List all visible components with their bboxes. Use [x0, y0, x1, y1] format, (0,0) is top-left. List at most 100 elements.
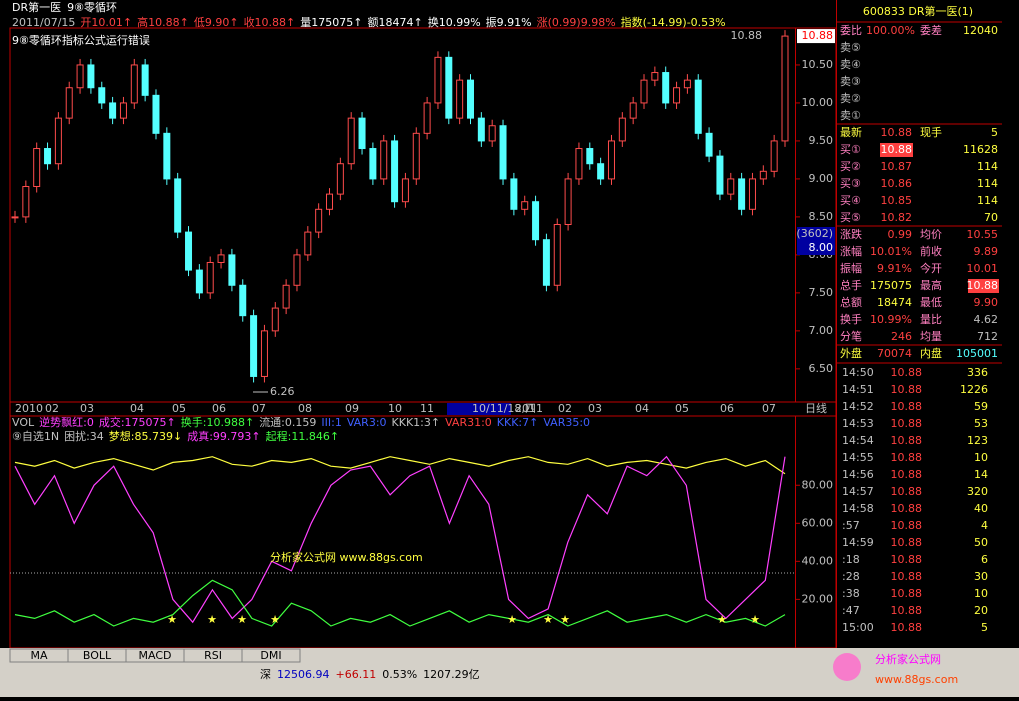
y-tick-label: 8.50	[809, 210, 834, 223]
tick-time: 15:00	[842, 621, 874, 634]
tick-volume: 336	[967, 366, 988, 379]
header-field: 振9.91%	[486, 15, 532, 29]
logo-url: www.88gs.com	[875, 673, 958, 686]
candle	[391, 140, 399, 203]
candle	[542, 239, 550, 286]
legend-field: 起程:11.846↑	[266, 430, 339, 443]
sell-label: 卖④	[840, 58, 861, 71]
candle	[195, 269, 203, 294]
y-tick-label: 10.00	[802, 96, 834, 109]
candle	[250, 315, 258, 377]
candle	[76, 64, 84, 89]
price-tag	[797, 29, 835, 44]
tab-label: MA	[30, 649, 47, 662]
candle	[54, 117, 62, 165]
tick-price: 10.88	[891, 536, 923, 549]
candle	[748, 178, 756, 210]
candle	[705, 132, 713, 157]
tick-time: :57	[842, 519, 860, 532]
buy-volume: 114	[977, 177, 998, 190]
buy-price: 10.87	[881, 160, 913, 173]
stat-value: 0.99	[888, 228, 913, 241]
y-tick-label: 20.00	[802, 592, 834, 605]
date-label: 2011	[515, 402, 543, 415]
tick-time: :28	[842, 570, 860, 583]
signal-star: ★	[270, 613, 280, 626]
candle	[174, 178, 182, 233]
header-field: 高10.88↑	[137, 15, 189, 29]
tick-time: 14:57	[842, 485, 874, 498]
candle	[738, 178, 746, 210]
stat-label: 涨跌	[840, 227, 862, 241]
candle	[640, 79, 648, 104]
tick-time: 14:52	[842, 400, 874, 413]
candle	[293, 254, 301, 286]
quote-value: 105001	[956, 347, 998, 360]
buy-volume: 11628	[963, 143, 998, 156]
axis-border	[795, 28, 796, 648]
indicator-line	[14, 455, 786, 624]
candle	[152, 94, 160, 134]
tick-volume: 320	[967, 485, 988, 498]
error-text: 9⑧零循环指标公式运行错误	[12, 33, 150, 47]
candle	[119, 102, 127, 119]
highlight	[968, 279, 999, 293]
vol-field: VOL	[12, 416, 35, 429]
quote-title: 600833 DR第一医(1)	[863, 4, 973, 18]
tick-price: 10.88	[891, 604, 923, 617]
tick-price: 10.88	[891, 434, 923, 447]
buy-label: 买②	[840, 160, 861, 173]
period-label: 日线	[805, 401, 827, 415]
date-label: 07	[762, 402, 776, 415]
date-label: 02	[45, 402, 59, 415]
tick-time: 14:59	[842, 536, 874, 549]
tick-volume: 59	[974, 400, 988, 413]
stat-value: 4.62	[974, 313, 999, 326]
vol-field: 换手:10.988↑	[181, 415, 254, 429]
header-field: 换10.99%	[428, 15, 481, 29]
tick-price: 10.88	[891, 451, 923, 464]
vol-field: VAR3:0	[347, 416, 387, 429]
quote-label: 内盘	[920, 346, 942, 360]
tick-volume: 4	[981, 519, 988, 532]
quote-title-bg	[837, 0, 1002, 22]
y-tick-label: 60.00	[802, 516, 834, 529]
candle	[618, 117, 626, 142]
indicator-line	[14, 456, 786, 475]
tick-price: 10.88	[891, 587, 923, 600]
status-field: 0.53%	[382, 668, 417, 681]
candle	[260, 330, 268, 377]
candle	[694, 79, 702, 134]
tick-price: 10.88	[891, 400, 923, 413]
vol-field: 流通:0.159	[259, 415, 316, 429]
candle	[445, 56, 453, 119]
tick-volume: 50	[974, 536, 988, 549]
header-field: 低9.90↑	[194, 16, 239, 29]
tick-volume: 1226	[960, 383, 988, 396]
stat-value: 10.55	[967, 228, 999, 241]
tick-volume: 6	[981, 553, 988, 566]
tab-label: DMI	[260, 649, 281, 662]
y-tick-label: 80.00	[802, 478, 834, 491]
tick-volume: 10	[974, 451, 988, 464]
sell-label: 卖②	[840, 92, 861, 105]
candle	[22, 186, 30, 218]
status-field: 深	[260, 668, 271, 681]
candle	[282, 284, 290, 309]
buy-volume: 114	[977, 160, 998, 173]
vol-field: VAR31:0	[445, 416, 492, 429]
status-field: +66.11	[336, 668, 377, 681]
tick-price: 10.88	[891, 383, 923, 396]
cursor-count: (3602)	[796, 227, 833, 240]
buy-price: 10.82	[881, 211, 913, 224]
stat-label: 总额	[840, 295, 862, 309]
date-label: 05	[675, 402, 689, 415]
tick-price: 10.88	[891, 417, 923, 430]
candle	[499, 125, 507, 180]
cursor-box	[797, 227, 835, 255]
tab[interactable]	[241, 648, 301, 663]
stat-label: 振幅	[840, 261, 862, 275]
candle	[239, 284, 247, 317]
candle	[228, 254, 236, 286]
date-label: 11	[420, 402, 434, 415]
